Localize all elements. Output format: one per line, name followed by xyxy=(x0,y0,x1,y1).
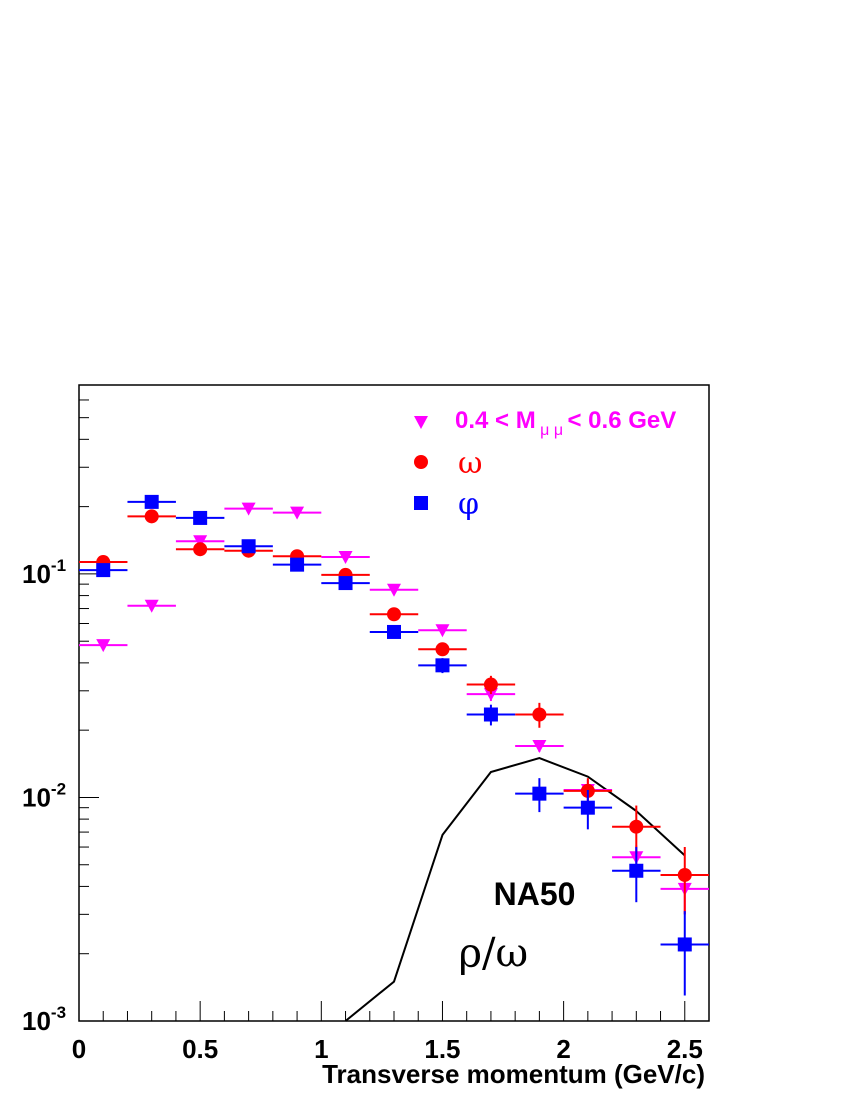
marker-triangle xyxy=(414,416,428,429)
y-tick-base: 10 xyxy=(22,782,51,812)
marker-triangle xyxy=(290,506,305,520)
x-tick-label: 0.5 xyxy=(182,1034,218,1064)
x-axis-title: Transverse momentum (GeV/c) xyxy=(322,1059,705,1089)
legend: 0.4 < M μ μ < 0.6 GeV ωφ xyxy=(414,407,676,522)
x-tick-label: 2.5 xyxy=(667,1034,703,1064)
y-tick-base: 10 xyxy=(22,559,51,589)
marker-circle xyxy=(435,642,450,657)
marker-circle xyxy=(414,455,428,469)
marker-circle xyxy=(483,677,498,692)
legend-label-subscript: μ μ xyxy=(536,422,568,439)
legend-entry-2: φ xyxy=(414,487,479,522)
x-tick-label: 0 xyxy=(72,1034,86,1064)
x-tick-label: 2 xyxy=(556,1034,570,1064)
marker-square xyxy=(435,658,450,673)
x-tick-label: 1 xyxy=(314,1034,328,1064)
x-tick-labels: 0 0.5 1 1.5 2 2.5 xyxy=(72,1034,703,1064)
marker-circle xyxy=(387,607,401,622)
marker-square xyxy=(338,576,353,591)
marker-square xyxy=(290,557,305,572)
marker-square xyxy=(629,863,644,878)
marker-triangle xyxy=(483,688,498,702)
series-2 xyxy=(79,494,709,996)
y-tick-exponent: -2 xyxy=(51,779,66,798)
series-0 xyxy=(79,502,709,915)
marker-circle xyxy=(532,707,547,722)
reference-curve-group xyxy=(344,757,686,1022)
legend-entry-1: ω xyxy=(414,446,482,481)
marker-circle xyxy=(193,542,208,557)
marker-triangle xyxy=(435,624,450,638)
marker-square xyxy=(483,707,498,722)
marker-triangle xyxy=(193,535,208,549)
marker-square xyxy=(193,510,208,525)
x-tick-label: 1.5 xyxy=(424,1034,460,1064)
marker-circle xyxy=(629,819,644,834)
legend-entry-0: 0.4 < M μ μ < 0.6 GeV xyxy=(414,407,676,439)
legend-label: φ xyxy=(458,487,479,522)
plot-frame xyxy=(78,384,710,1022)
data-points xyxy=(79,494,709,996)
marker-triangle xyxy=(241,502,256,516)
reference-curve xyxy=(344,757,686,1022)
marker-triangle xyxy=(387,583,401,597)
y-tick-base: 10 xyxy=(22,1006,51,1036)
legend-label-main: 0.4 < M xyxy=(455,407,536,434)
series-1 xyxy=(79,509,709,915)
marker-square xyxy=(677,937,692,952)
marker-triangle xyxy=(338,551,353,565)
marker-square xyxy=(96,563,111,578)
marker-square xyxy=(387,624,401,639)
marker-square xyxy=(532,786,547,801)
marker-triangle xyxy=(96,639,111,653)
marker-square xyxy=(414,496,428,510)
marker-circle xyxy=(144,509,159,524)
y-tick-label: 10-3 xyxy=(22,1003,66,1036)
annotation-0: NA50 xyxy=(494,876,576,912)
marker-square xyxy=(144,494,159,509)
y-tick-label: 10-1 xyxy=(22,556,66,589)
y-tick-exponent: -3 xyxy=(51,1003,66,1022)
annotation-1: ρ/ω xyxy=(459,931,529,977)
marker-triangle xyxy=(144,599,159,613)
marker-square xyxy=(241,539,256,554)
marker-square xyxy=(580,800,595,815)
marker-triangle xyxy=(532,739,547,753)
y-tick-labels: 10-310-210-1 xyxy=(22,556,66,1036)
y-tick-exponent: -1 xyxy=(51,556,66,575)
legend-label: ω xyxy=(458,446,482,481)
marker-circle xyxy=(677,867,692,882)
y-tick-label: 10-2 xyxy=(22,779,66,812)
annotations: NA50 ρ/ω xyxy=(459,876,576,977)
legend-label: 0.4 < M μ μ < 0.6 GeV xyxy=(455,407,676,439)
axis-ticks xyxy=(78,399,710,1022)
legend-label-suffix: < 0.6 GeV xyxy=(568,407,677,434)
